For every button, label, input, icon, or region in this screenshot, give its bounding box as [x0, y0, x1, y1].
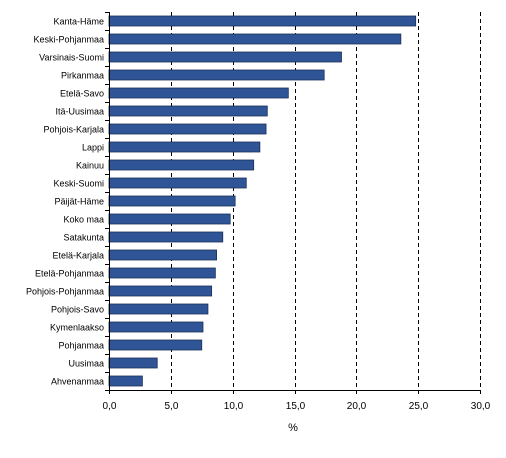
category-label-19: Uusimaa: [68, 359, 104, 369]
category-label-11: Koko maa: [63, 215, 104, 225]
bar-10: [108, 195, 236, 207]
category-label-0: Kanta-Häme: [53, 17, 104, 27]
category-label-16: Pohjois-Savo: [51, 305, 104, 315]
bar-12: [108, 231, 224, 243]
category-label-13: Etelä-Karjala: [52, 251, 104, 261]
bar-18: [108, 339, 203, 351]
category-label-8: Kainuu: [76, 161, 104, 171]
category-label-14: Etelä-Pohjanmaa: [35, 269, 104, 279]
x-axis-title: %: [288, 422, 298, 434]
bar-4: [108, 87, 289, 99]
x-tick-label-5: 25,0: [409, 401, 429, 412]
category-label-12: Satakunta: [63, 233, 104, 243]
bar-20: [108, 375, 143, 387]
bar-5: [108, 105, 268, 117]
category-label-20: Ahvenanmaa: [51, 377, 104, 387]
bar-6: [108, 123, 267, 135]
category-label-7: Lappi: [82, 143, 104, 153]
category-label-9: Keski-Suomi: [53, 179, 104, 189]
axes: [105, 12, 481, 394]
category-label-3: Pirkanmaa: [61, 71, 104, 81]
x-tick-label-6: 30,0: [471, 401, 491, 412]
category-label-1: Keski-Pohjanmaa: [33, 35, 104, 45]
category-label-15: Pohjois-Pohjanmaa: [26, 287, 104, 297]
x-tick-label-2: 10,0: [224, 401, 244, 412]
bar-19: [108, 357, 158, 369]
bar-8: [108, 159, 255, 171]
category-label-2: Varsinais-Suomi: [39, 53, 104, 63]
bar-0: [108, 15, 417, 27]
bar-11: [108, 213, 231, 225]
category-label-4: Etelä-Savo: [60, 89, 104, 99]
category-labels: Kanta-Häme Keski-Pohjanmaa Varsinais-Suomi…: [26, 17, 104, 387]
bar-17: [108, 321, 204, 333]
bar-2: [108, 51, 342, 63]
category-label-18: Pohjanmaa: [58, 341, 104, 351]
bar-1: [108, 33, 402, 45]
bar-13: [108, 249, 217, 261]
x-tick-label-0: 0,0: [103, 401, 117, 412]
bar-14: [108, 267, 216, 279]
bar-16: [108, 303, 209, 315]
x-tick-labels: 0,0 5,0 10,0 15,0 20,0 25,0 30,0: [103, 401, 491, 412]
bar-9: [108, 177, 247, 189]
bars: [108, 15, 417, 387]
category-label-5: Itä-Uusimaa: [55, 107, 104, 117]
x-tick-label-3: 15,0: [286, 401, 306, 412]
x-tick-label-4: 20,0: [347, 401, 367, 412]
category-label-17: Kymenlaakso: [50, 323, 104, 333]
bar-7: [108, 141, 261, 153]
bar-15: [108, 285, 213, 297]
category-label-6: Pohjois-Karjala: [43, 125, 104, 135]
category-label-10: Päijät-Häme: [54, 197, 104, 207]
x-tick-label-1: 5,0: [165, 401, 179, 412]
bar-3: [108, 69, 325, 81]
